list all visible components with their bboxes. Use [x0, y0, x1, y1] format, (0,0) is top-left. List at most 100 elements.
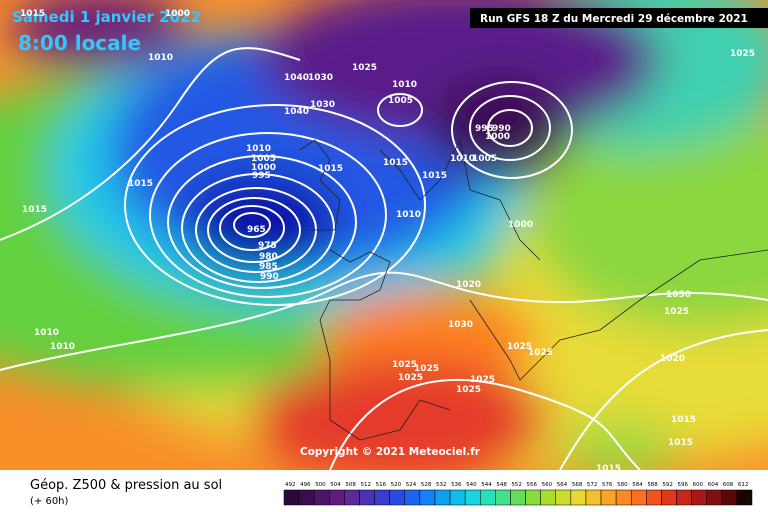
colorbar-label: 504 [330, 482, 341, 488]
colorbar-cell [283, 489, 300, 506]
colorbar-label: 564 [557, 482, 568, 488]
isobar-label: 1030 [448, 320, 473, 330]
colorbar-label: 540 [466, 482, 477, 488]
colorbar-label: 552 [511, 482, 522, 488]
isobar-label: 1025 [730, 49, 755, 59]
isobar-label: 1015 [128, 179, 153, 189]
isobar-label: 1030 [310, 100, 335, 110]
colorbar-label: 496 [300, 482, 311, 488]
colorbar-cell [464, 489, 481, 506]
isobar-label: 1000 [251, 163, 276, 173]
isobar-label: 1015 [318, 164, 343, 174]
isobar-label: 1040 [284, 107, 309, 117]
colorbar-cell [706, 489, 723, 506]
colorbar-label: 520 [391, 482, 402, 488]
colorbar-cell [495, 489, 511, 506]
isobar-label: 985 [259, 262, 278, 272]
colorbar-cell [525, 489, 541, 506]
map-background [0, 0, 768, 470]
colorbar-cell [329, 489, 345, 506]
isobar-labels: 1015 100010101025101010051040103010401030… [20, 9, 755, 474]
date: Samedi 1 janvier 2022 [12, 8, 201, 26]
isobar-label: 1025 [456, 385, 481, 395]
colorbar-label: 508 [345, 482, 356, 488]
isobar-label: 1005 [388, 96, 413, 106]
isobar-label: 1015 [383, 158, 408, 168]
isobar-label: 1010 [450, 154, 475, 164]
isobar-label: 1030 [666, 290, 691, 300]
isobar-label: 1025 [528, 348, 553, 358]
isobar-label: 1030 [308, 73, 333, 83]
copyright: Copyright © 2021 Meteociel.fr [300, 446, 481, 458]
colorbar-label: 600 [693, 482, 704, 488]
colorbar-cell [449, 489, 466, 506]
isobar-label: 1010 [246, 144, 271, 154]
isobar-label: 1020 [456, 280, 481, 290]
colorbar-cell [404, 489, 421, 506]
colorbar-cell [374, 489, 390, 506]
run-box [470, 8, 768, 28]
isobar-label: 1010 [392, 80, 417, 90]
colorbar-label: 580 [617, 482, 628, 488]
isobar-label: 1015 [668, 438, 693, 448]
colorbar-cell [540, 489, 556, 506]
isobar-label: 990 [260, 272, 279, 282]
colorbar-label: 532 [436, 482, 447, 488]
isobar-label: 1025 [664, 307, 689, 317]
colorbar-cell [480, 489, 496, 506]
colorbar-label: 608 [723, 482, 734, 488]
isobar-label: 995 [252, 171, 271, 181]
isobar-label: 1010 [396, 210, 421, 220]
colorbar-cell [736, 489, 753, 506]
isobar-label: 1000 [508, 220, 533, 230]
colorbar-cell [691, 489, 707, 506]
colorbar-label: 492 [285, 482, 296, 488]
colorbar-cell [510, 489, 526, 506]
colorbar-cell [313, 489, 330, 506]
isobar-label: 1000 [165, 9, 190, 19]
isobar-label: 1015 [422, 171, 447, 181]
colorbar-label: 612 [738, 482, 749, 488]
colorbar-cell [585, 489, 602, 506]
colorbar-label: 588 [647, 482, 658, 488]
colorbar-cell [721, 489, 738, 506]
colorbar-label: 524 [406, 482, 417, 488]
isobar-label: 1020 [660, 354, 685, 364]
colorbar-label: 572 [587, 482, 598, 488]
colorbar: 492 496 500 504 508 512 516 520 524 528 532 536 540 5… [283, 482, 753, 506]
colorbar-label: 548 [496, 482, 507, 488]
isobar-label: 1005 [472, 154, 497, 164]
isobar-label: 990 [492, 124, 511, 134]
colorbar-cell [630, 489, 647, 506]
isobar-label: 1005 [251, 154, 276, 164]
isobar-label: 995 [475, 124, 494, 134]
colorbar-label: 512 [360, 482, 371, 488]
colorbar-cell [389, 489, 406, 506]
isobar-label: 1025 [507, 342, 532, 352]
isobar-label: 980 [259, 252, 278, 262]
colorbar-cell [600, 489, 617, 506]
isobar-label: 1010 [34, 328, 59, 338]
isobar-label: 1010 [50, 342, 75, 352]
isobar-label: 1040 [284, 73, 309, 83]
isobar-label: 965 [247, 225, 266, 235]
isobar-label: 1015 [22, 205, 47, 215]
colorbar-label: 536 [451, 482, 462, 488]
colorbar-label: 584 [632, 482, 643, 488]
colorbar-label: 560 [542, 482, 553, 488]
colorbar-cell [661, 489, 677, 506]
isobar-label: 1025 [470, 375, 495, 385]
colorbar-cell [298, 489, 315, 506]
isobar-label: 975 [258, 241, 277, 251]
run: Run GFS 18 Z du Mercredi 29 décembre 202… [480, 13, 748, 25]
colorbar-label: 568 [572, 482, 583, 488]
colorbar-label: 576 [602, 482, 613, 488]
colorbar-cell [570, 489, 587, 506]
colorbar-cell [615, 489, 632, 506]
colorbar-cell [344, 489, 360, 506]
colorbar-label: 596 [678, 482, 689, 488]
colorbar-label: 544 [481, 482, 492, 488]
colorbar-label: 516 [376, 482, 387, 488]
colorbar-cell [676, 489, 692, 506]
